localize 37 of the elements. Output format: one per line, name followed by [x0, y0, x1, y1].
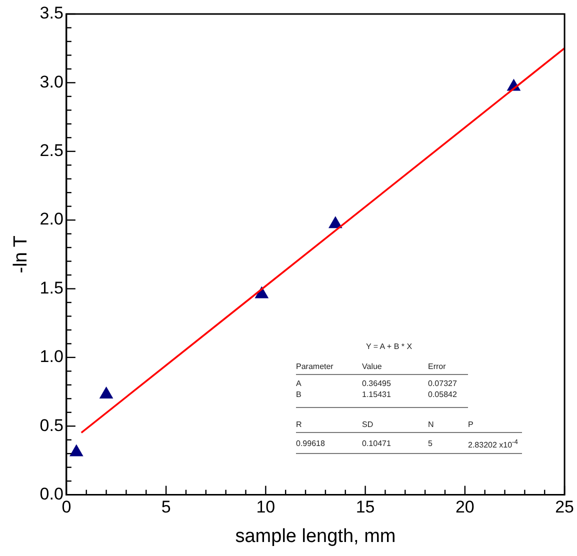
y-tick-label: 0.5: [40, 416, 64, 435]
annotation: 5: [428, 438, 434, 450]
annotation: A: [296, 378, 302, 389]
x-tick-label: 25: [555, 498, 574, 517]
annotation: P: [468, 418, 474, 430]
y-tick-label: 1.5: [40, 278, 64, 298]
x-tick-label: 10: [256, 498, 276, 517]
y-tick-label: 3.5: [40, 4, 64, 23]
annotation: 0.10471: [362, 438, 392, 450]
point: [69, 444, 84, 456]
annotation: SD: [362, 419, 374, 430]
y-tick-label: 1.0: [40, 347, 64, 366]
y-tick-label: 3.0: [40, 72, 64, 92]
annotation: B: [296, 389, 302, 400]
x-tick-label: 5: [161, 498, 171, 517]
annotation: Error: [428, 361, 447, 372]
annotation: 0.36495: [362, 378, 392, 389]
annotation: 0.05842: [428, 389, 458, 400]
y-tick-label: 2.0: [40, 210, 64, 229]
annotation: Parameter: [296, 361, 334, 372]
annotation: R: [296, 419, 303, 430]
x-tick-label: 0: [62, 498, 72, 517]
annotation: 0.07327: [428, 378, 458, 389]
y-tick-label: 0.0: [40, 484, 64, 504]
annotation: Value: [362, 361, 383, 372]
x-tick-label: 15: [356, 498, 375, 517]
point: [328, 216, 342, 228]
y-axis-title: -ln T: [10, 235, 32, 274]
annotation: 2.83202 x10$^{-4}$: [468, 438, 519, 451]
annotation: N: [428, 419, 435, 430]
annotation: 0.99618: [296, 438, 326, 450]
x-axis-title: sample length, mm: [235, 526, 396, 547]
point: [99, 386, 114, 399]
x-tick-label: 20: [455, 498, 474, 517]
annotation: 1.15431: [362, 389, 392, 400]
y-tick-label: 2.5: [40, 141, 64, 160]
annotation: Y = A + B * X: [364, 342, 414, 351]
